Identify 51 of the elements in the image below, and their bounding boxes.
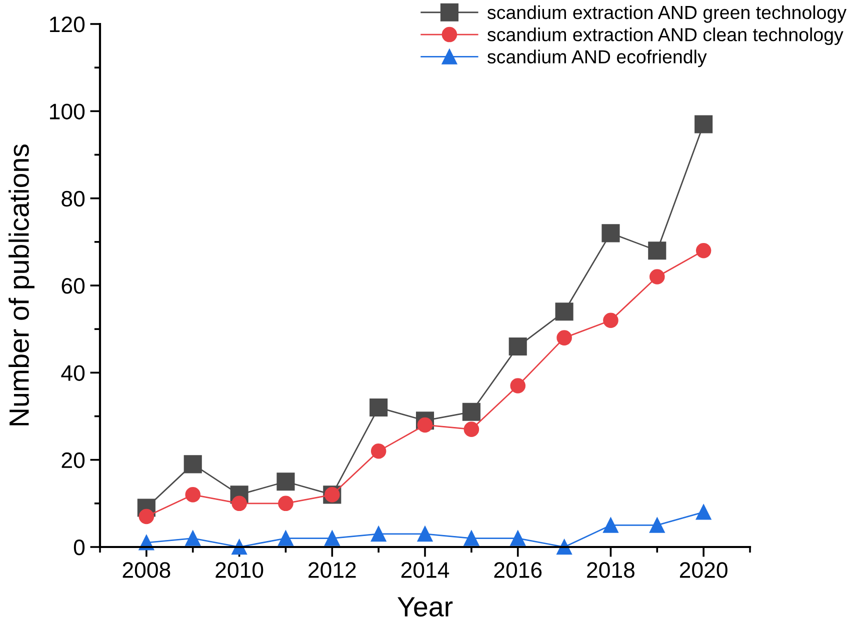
point: [650, 518, 665, 533]
point: [462, 402, 480, 421]
point: [370, 443, 386, 459]
point: [276, 472, 295, 491]
legend-label: scandium extraction AND green technology: [487, 5, 846, 23]
point: [648, 242, 666, 260]
point: [556, 539, 572, 555]
legend-label: scandium AND ecofriendly: [487, 50, 707, 68]
point: [602, 224, 620, 242]
point: [556, 330, 572, 346]
point: [464, 530, 480, 546]
point: [232, 496, 247, 512]
x-tick-label: 2014: [401, 562, 450, 578]
y-tick-label: 20: [62, 452, 85, 468]
x-tick-label: 2010: [216, 562, 264, 578]
point: [696, 242, 712, 258]
point: [694, 115, 713, 134]
x-tick-label: 2012: [308, 562, 356, 578]
x-tick-label: 2016: [494, 562, 542, 578]
point: [417, 417, 433, 433]
x-tick-label: 2020: [680, 562, 728, 578]
point: [464, 422, 480, 437]
point: [278, 530, 294, 546]
y-axis-title: Number of publications: [8, 144, 34, 426]
point: [185, 530, 200, 546]
point: [650, 269, 665, 284]
y-tick-label: 40: [61, 365, 85, 381]
point: [555, 302, 574, 321]
x-tick-label: 2008: [122, 562, 170, 578]
x-tick-label: 2018: [587, 562, 634, 578]
point: [508, 337, 527, 356]
point: [370, 526, 386, 542]
point: [184, 455, 202, 474]
legend-label: scandium extraction AND clean technology: [487, 28, 844, 45]
point: [417, 526, 433, 542]
point: [510, 530, 526, 546]
y-tick-label: 80: [62, 190, 85, 207]
point: [603, 312, 618, 328]
point: [138, 508, 154, 524]
x-axis-title: Year: [398, 597, 453, 617]
y-tick-label: 0: [74, 540, 85, 556]
point: [324, 530, 340, 546]
point: [603, 518, 618, 533]
y-tick-label: 60: [62, 278, 85, 294]
point: [278, 496, 294, 512]
y-tick-label: 120: [50, 16, 85, 32]
y-tick-label: 100: [50, 104, 85, 120]
point: [696, 504, 712, 520]
point: [185, 487, 200, 502]
point: [510, 378, 526, 394]
point: [370, 398, 388, 417]
